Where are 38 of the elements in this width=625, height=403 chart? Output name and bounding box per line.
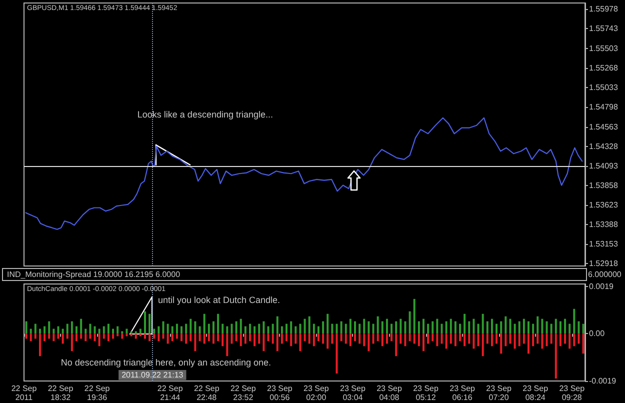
x-tick-label: 22 Sep 23:52 bbox=[230, 384, 256, 402]
y-tick-label: 1.55033 bbox=[589, 83, 618, 92]
y-tick-label: 1.55978 bbox=[589, 4, 618, 14]
text: 6.000000 bbox=[588, 270, 622, 280]
x-tick-label: 23 Sep 09:28 bbox=[559, 384, 586, 402]
x-tick-label: 22 Sep 21:44 bbox=[157, 384, 184, 402]
x-tick-label: 23 Sep 05:12 bbox=[413, 384, 439, 402]
x-tick-label: 22 Sep 18:32 bbox=[48, 384, 74, 402]
annotation: No descending triangle here, only an ascending one. bbox=[60, 358, 272, 368]
annotation: until you look at Dutch Candle. bbox=[158, 295, 280, 306]
x-tick-label: 22 Sep 19:36 bbox=[84, 384, 110, 402]
y-tick-label: 1.55503 bbox=[589, 44, 618, 54]
y-tick-label: 1.53623 bbox=[589, 200, 618, 210]
ref-line-label: 2011.09.22 21:13 bbox=[122, 370, 184, 380]
x-tick-label: 23 Sep 02:00 bbox=[304, 384, 330, 402]
x-tick-label: 23 Sep 00:56 bbox=[266, 384, 293, 402]
x-tick-label: 23 Sep 07:20 bbox=[486, 384, 512, 402]
y-tick-label: 0.0019 bbox=[589, 282, 614, 291]
y-tick-label: 1.53858 bbox=[589, 180, 618, 190]
y-tick-label: 1.53388 bbox=[589, 220, 618, 230]
y-tick-label: 1.55268 bbox=[589, 64, 618, 73]
x-tick-label: 23 Sep 04:08 bbox=[376, 384, 402, 402]
y-tick-label: 1.54328 bbox=[589, 142, 618, 151]
y-tick-label: 1.54563 bbox=[589, 122, 618, 132]
x-tick-label: 23 Sep 06:16 bbox=[450, 384, 476, 402]
text: IND_Monitoring-Spread 19.0000 16.2195 6.0000 bbox=[7, 270, 180, 280]
y-tick-label: 1.54798 bbox=[589, 102, 618, 112]
y-tick-label: 1.52918 bbox=[589, 259, 618, 268]
x-tick-label: 23 Sep 03:04 bbox=[340, 384, 366, 402]
x-tick-label: 23 Sep 08:24 bbox=[522, 384, 549, 402]
y-tick-label: 1.53153 bbox=[589, 240, 618, 249]
annotation: Looks like a descending triangle... bbox=[137, 110, 273, 120]
y-tick-label: 1.54093 bbox=[589, 161, 618, 170]
y-tick-label: 1.55743 bbox=[589, 24, 618, 34]
y-tick-label: 0.00 bbox=[589, 329, 606, 338]
y-tick-label: -0.0019 bbox=[589, 376, 617, 386]
x-tick-label: 22 Sep 22:48 bbox=[194, 384, 220, 402]
x-tick-label: 22 Sep 2011 bbox=[11, 384, 38, 402]
